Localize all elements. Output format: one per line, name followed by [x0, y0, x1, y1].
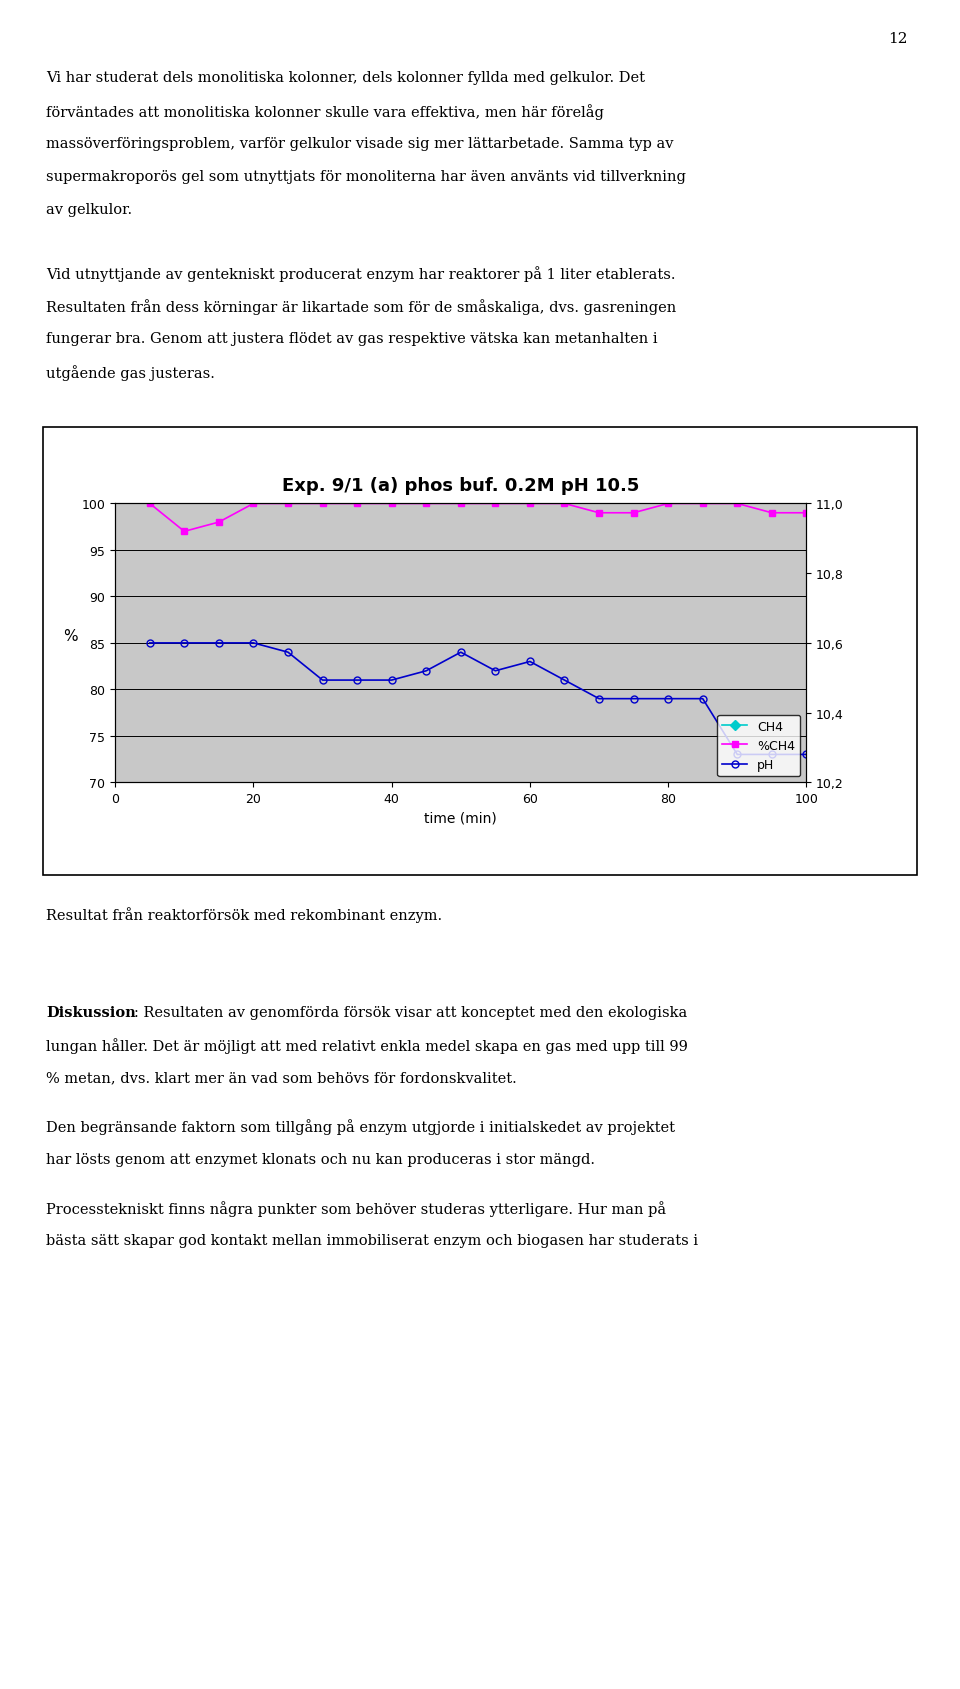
Text: Processtekniskt finns några punkter som behöver studeras ytterligare. Hur man på: Processtekniskt finns några punkter som …	[46, 1199, 666, 1216]
pH	[559, 671, 570, 691]
Text: : Resultaten av genomförda försök visar att konceptet med den ekologiska: : Resultaten av genomförda försök visar …	[134, 1005, 687, 1018]
%CH4	[801, 503, 812, 524]
%CH4	[593, 503, 605, 524]
%CH4	[766, 503, 778, 524]
Text: Resultat från reaktorförsök med rekombinant enzym.: Resultat från reaktorförsök med rekombin…	[46, 905, 443, 922]
%CH4	[524, 493, 536, 513]
pH	[697, 689, 708, 709]
Text: utgående gas justeras.: utgående gas justeras.	[46, 365, 215, 380]
Line: %CH4: %CH4	[146, 500, 810, 535]
pH	[351, 671, 363, 691]
pH	[766, 745, 778, 765]
pH	[455, 642, 467, 662]
pH	[144, 633, 156, 654]
Text: har lösts genom att enzymet klonats och nu kan produceras i stor mängd.: har lösts genom att enzymet klonats och …	[46, 1152, 595, 1165]
pH	[282, 642, 294, 662]
pH	[524, 652, 536, 672]
Text: Vid utnyttjande av gentekniskt producerat enzym har reaktorer på 1 liter etabler: Vid utnyttjande av gentekniskt producera…	[46, 265, 676, 282]
X-axis label: time (min): time (min)	[424, 811, 497, 826]
%CH4	[732, 493, 743, 513]
pH	[628, 689, 639, 709]
%CH4	[213, 512, 225, 532]
pH	[179, 633, 190, 654]
pH	[593, 689, 605, 709]
Title: Exp. 9/1 (a) phos buf. 0.2M pH 10.5: Exp. 9/1 (a) phos buf. 0.2M pH 10.5	[282, 476, 639, 495]
Text: supermakroporös gel som utnyttjats för monoliterna har även använts vid tillverk: supermakroporös gel som utnyttjats för m…	[46, 169, 686, 184]
pH	[801, 745, 812, 765]
Text: Resultaten från dess körningar är likartade som för de småskaliga, dvs. gasrenin: Resultaten från dess körningar är likart…	[46, 299, 677, 314]
%CH4	[697, 493, 708, 513]
pH	[317, 671, 328, 691]
Text: bästa sätt skapar god kontakt mellan immobiliserat enzym och biogasen har studer: bästa sätt skapar god kontakt mellan imm…	[46, 1233, 698, 1246]
%CH4	[179, 522, 190, 542]
%CH4	[662, 493, 674, 513]
Legend: CH4, %CH4, pH: CH4, %CH4, pH	[717, 714, 800, 777]
%CH4	[490, 493, 501, 513]
pH	[732, 745, 743, 765]
Text: av gelkulor.: av gelkulor.	[46, 203, 132, 216]
Text: förväntades att monolitiska kolonner skulle vara effektiva, men här förelåg: förväntades att monolitiska kolonner sku…	[46, 103, 604, 120]
Line: pH: pH	[146, 640, 810, 758]
%CH4	[144, 493, 156, 513]
%CH4	[351, 493, 363, 513]
Text: fungerar bra. Genom att justera flödet av gas respektive vätska kan metanhalten : fungerar bra. Genom att justera flödet a…	[46, 331, 658, 346]
Y-axis label: %: %	[63, 628, 78, 644]
pH	[662, 689, 674, 709]
Text: massöverföringsproblem, varför gelkulor visade sig mer lättarbetade. Samma typ a: massöverföringsproblem, varför gelkulor …	[46, 137, 674, 150]
%CH4	[282, 493, 294, 513]
Text: 12: 12	[888, 32, 907, 46]
Text: lungan håller. Det är möjligt att med relativt enkla medel skapa en gas med upp : lungan håller. Det är möjligt att med re…	[46, 1037, 688, 1054]
%CH4	[559, 493, 570, 513]
%CH4	[317, 493, 328, 513]
pH	[420, 660, 432, 681]
pH	[490, 660, 501, 681]
%CH4	[420, 493, 432, 513]
pH	[248, 633, 259, 654]
pH	[386, 671, 397, 691]
%CH4	[386, 493, 397, 513]
Text: Diskussion: Diskussion	[46, 1005, 135, 1018]
%CH4	[455, 493, 467, 513]
%CH4	[248, 493, 259, 513]
%CH4	[628, 503, 639, 524]
Text: Vi har studerat dels monolitiska kolonner, dels kolonner fyllda med gelkulor. De: Vi har studerat dels monolitiska kolonne…	[46, 71, 645, 84]
Text: % metan, dvs. klart mer än vad som behövs för fordonskvalitet.: % metan, dvs. klart mer än vad som behöv…	[46, 1071, 516, 1084]
pH	[213, 633, 225, 654]
Text: Den begränsande faktorn som tillgång på enzym utgjorde i initialskedet av projek: Den begränsande faktorn som tillgång på …	[46, 1118, 675, 1135]
